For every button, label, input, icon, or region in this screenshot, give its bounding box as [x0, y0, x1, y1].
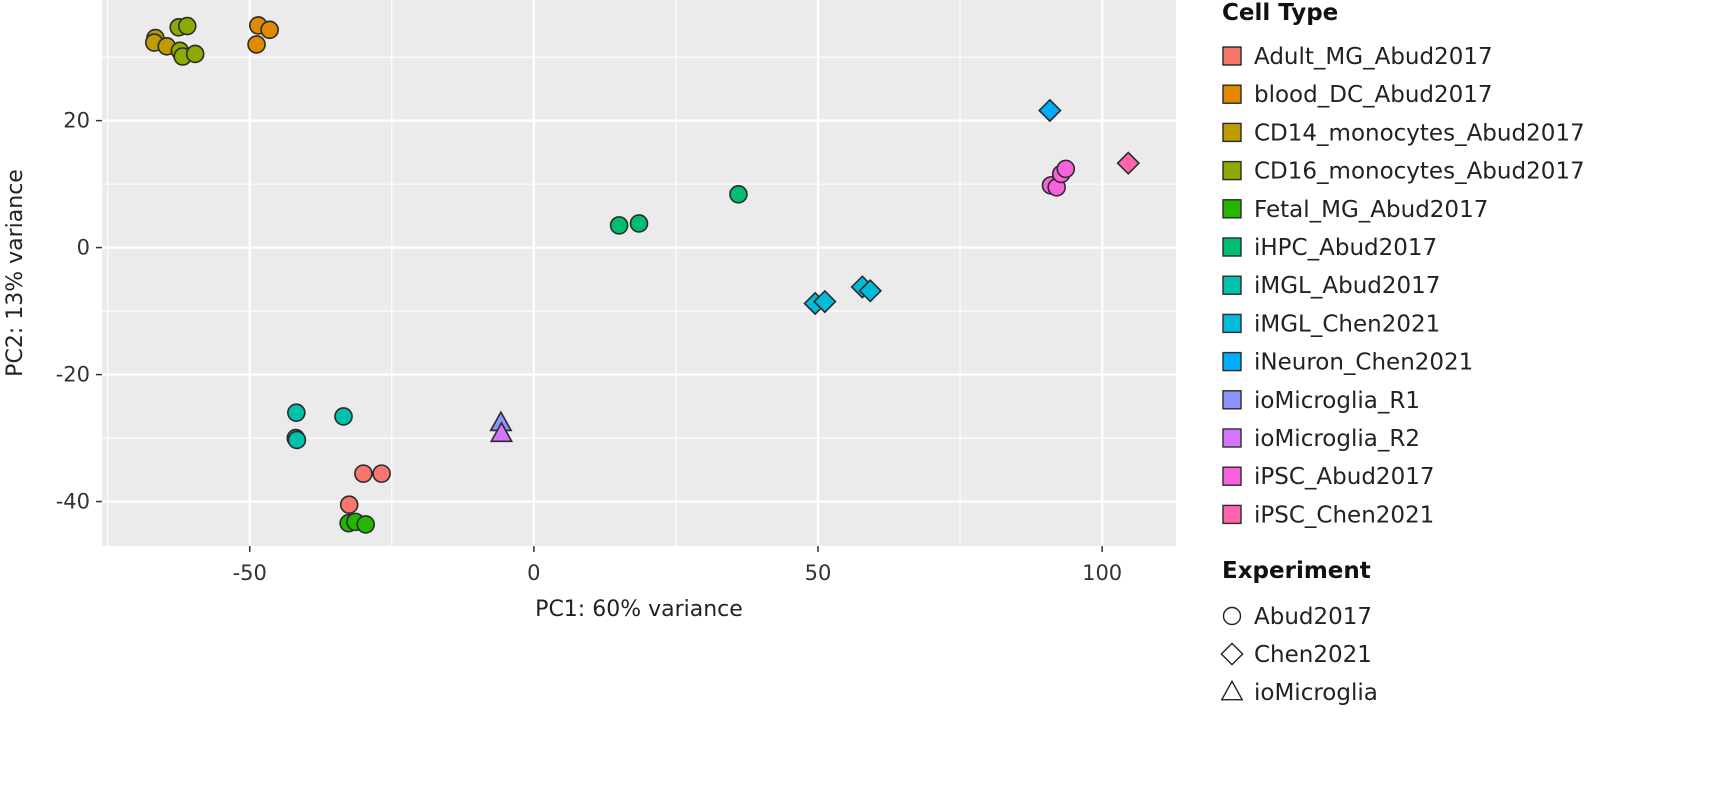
data-point: [629, 214, 649, 233]
legend-experiment: Experiment Abud2017 Chen2021 ioMicroglia: [1220, 558, 1378, 706]
legend-entry-label: Abud2017: [1254, 604, 1372, 630]
legend-shape-triangle-icon: [1220, 679, 1244, 701]
legend-shape-diamond-icon: [1220, 642, 1244, 666]
legend-swatch: [1222, 160, 1242, 181]
data-point: [1116, 151, 1141, 175]
legend-swatch: [1222, 275, 1242, 295]
legend-swatch: [1222, 428, 1242, 448]
legend-shape-circle-icon: [1222, 606, 1242, 626]
legend-entry-label: blood_DC_Abud2017: [1254, 82, 1493, 108]
y-axis-title: PC2: 13% variance: [3, 169, 28, 377]
data-point: [489, 421, 514, 443]
x-axis-ticks: -50 0 50 100: [233, 546, 1122, 585]
x-tick-label: -50: [233, 561, 267, 585]
legend-swatch: [1222, 199, 1242, 219]
plot-panel: [102, 0, 1176, 546]
legend-entry-label: Fetal_MG_Abud2017: [1254, 197, 1488, 223]
x-tick-label: 100: [1082, 561, 1122, 585]
legend-swatch: [1222, 313, 1242, 334]
legend-entry-label: ioMicroglia_R1: [1254, 388, 1420, 414]
data-point: [247, 35, 266, 54]
data-points: [144, 16, 1141, 534]
legend-swatch: [1222, 351, 1242, 372]
data-point: [334, 407, 353, 426]
legend-swatch: [1222, 84, 1242, 104]
grid-minor: [102, 0, 1176, 546]
x-axis-title: PC1: 60% variance: [535, 597, 743, 622]
legend-entry-label: Chen2021: [1254, 642, 1372, 668]
data-point: [609, 216, 629, 235]
legend-entry-label: CD14_monocytes_Abud2017: [1254, 120, 1585, 146]
legend-entry-label: ioMicroglia: [1254, 680, 1378, 706]
legend-title: Experiment: [1222, 558, 1371, 584]
x-tick-label: 0: [527, 561, 540, 585]
legend-entry-label: iPSC_Chen2021: [1254, 502, 1434, 528]
legend-swatch: [1222, 122, 1242, 143]
data-point: [858, 279, 883, 303]
data-point: [356, 515, 375, 534]
legend-cell-type: Cell Type Adult_MG_Abud2017 blood_DC_Abud2…: [1222, 0, 1585, 528]
legend-entry-label: ioMicroglia_R2: [1254, 426, 1420, 452]
legend-swatch: [1222, 466, 1242, 486]
y-tick-label: -20: [56, 363, 90, 387]
x-tick-label: 50: [805, 561, 832, 585]
data-point: [372, 464, 391, 483]
legend-swatch: [1222, 504, 1242, 525]
y-tick-label: 20: [63, 109, 90, 133]
y-axis-ticks: -40 -20 0 20: [56, 109, 102, 514]
data-point: [1038, 98, 1062, 123]
data-point: [287, 403, 306, 422]
legend-entry-label: iMGL_Abud2017: [1254, 273, 1440, 299]
data-point: [354, 464, 373, 483]
data-point: [185, 44, 205, 64]
legend-entry-label: iMGL_Chen2021: [1254, 311, 1440, 337]
legend-title: Cell Type: [1222, 0, 1338, 26]
legend-entry-label: iPSC_Abud2017: [1254, 464, 1434, 490]
legend-entry-label: iHPC_Abud2017: [1254, 235, 1437, 261]
data-point: [339, 495, 359, 515]
y-tick-label: -40: [56, 490, 90, 514]
legend-entry-label: Adult_MG_Abud2017: [1254, 44, 1493, 70]
data-point: [1056, 159, 1076, 179]
grid-major: [102, 0, 1176, 546]
data-point: [260, 20, 279, 40]
data-point: [287, 430, 307, 450]
data-point: [177, 16, 197, 36]
legend-swatch: [1222, 237, 1242, 257]
legend-swatch: [1222, 46, 1242, 66]
data-point: [729, 184, 748, 204]
legend-entry-label: CD16_monocytes_Abud2017: [1254, 159, 1585, 185]
legend-entry-label: iNeuron_Chen2021: [1254, 350, 1473, 376]
data-point: [813, 289, 837, 314]
legend-swatch: [1222, 390, 1242, 410]
y-tick-label: 0: [77, 236, 90, 260]
